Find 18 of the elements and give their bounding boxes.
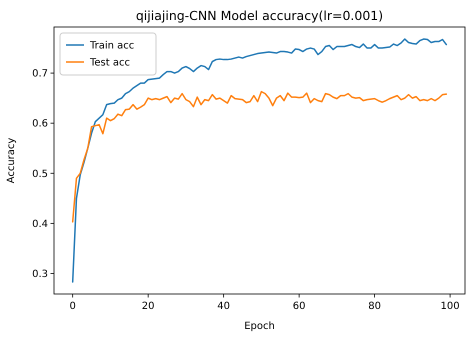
y-tick-label: 0.5: [32, 168, 48, 180]
x-axis-title: Epoch: [244, 321, 275, 332]
line-series: [72, 38, 448, 283]
y-tick-label: 0.4: [32, 218, 48, 230]
line-series: [72, 90, 448, 223]
y-tick-label: 0.6: [32, 118, 48, 130]
x-tick-label: 40: [217, 301, 230, 312]
x-tick-label: 60: [292, 301, 306, 312]
x-tick-label: 0: [69, 301, 76, 312]
legend-label: Test acc: [89, 58, 130, 68]
y-tick-label: 0.7: [32, 68, 48, 80]
x-tick-label: 20: [142, 301, 155, 312]
chart-title: qijiajing-CNN Model accuracy(lr=0.001): [136, 8, 384, 23]
x-tick-label: 100: [440, 301, 460, 312]
y-axis-title: Accuracy: [6, 138, 17, 184]
y-tick-label: 0.3: [32, 268, 48, 280]
legend-label: Train acc: [89, 40, 134, 52]
x-tick-label: 80: [368, 301, 381, 312]
